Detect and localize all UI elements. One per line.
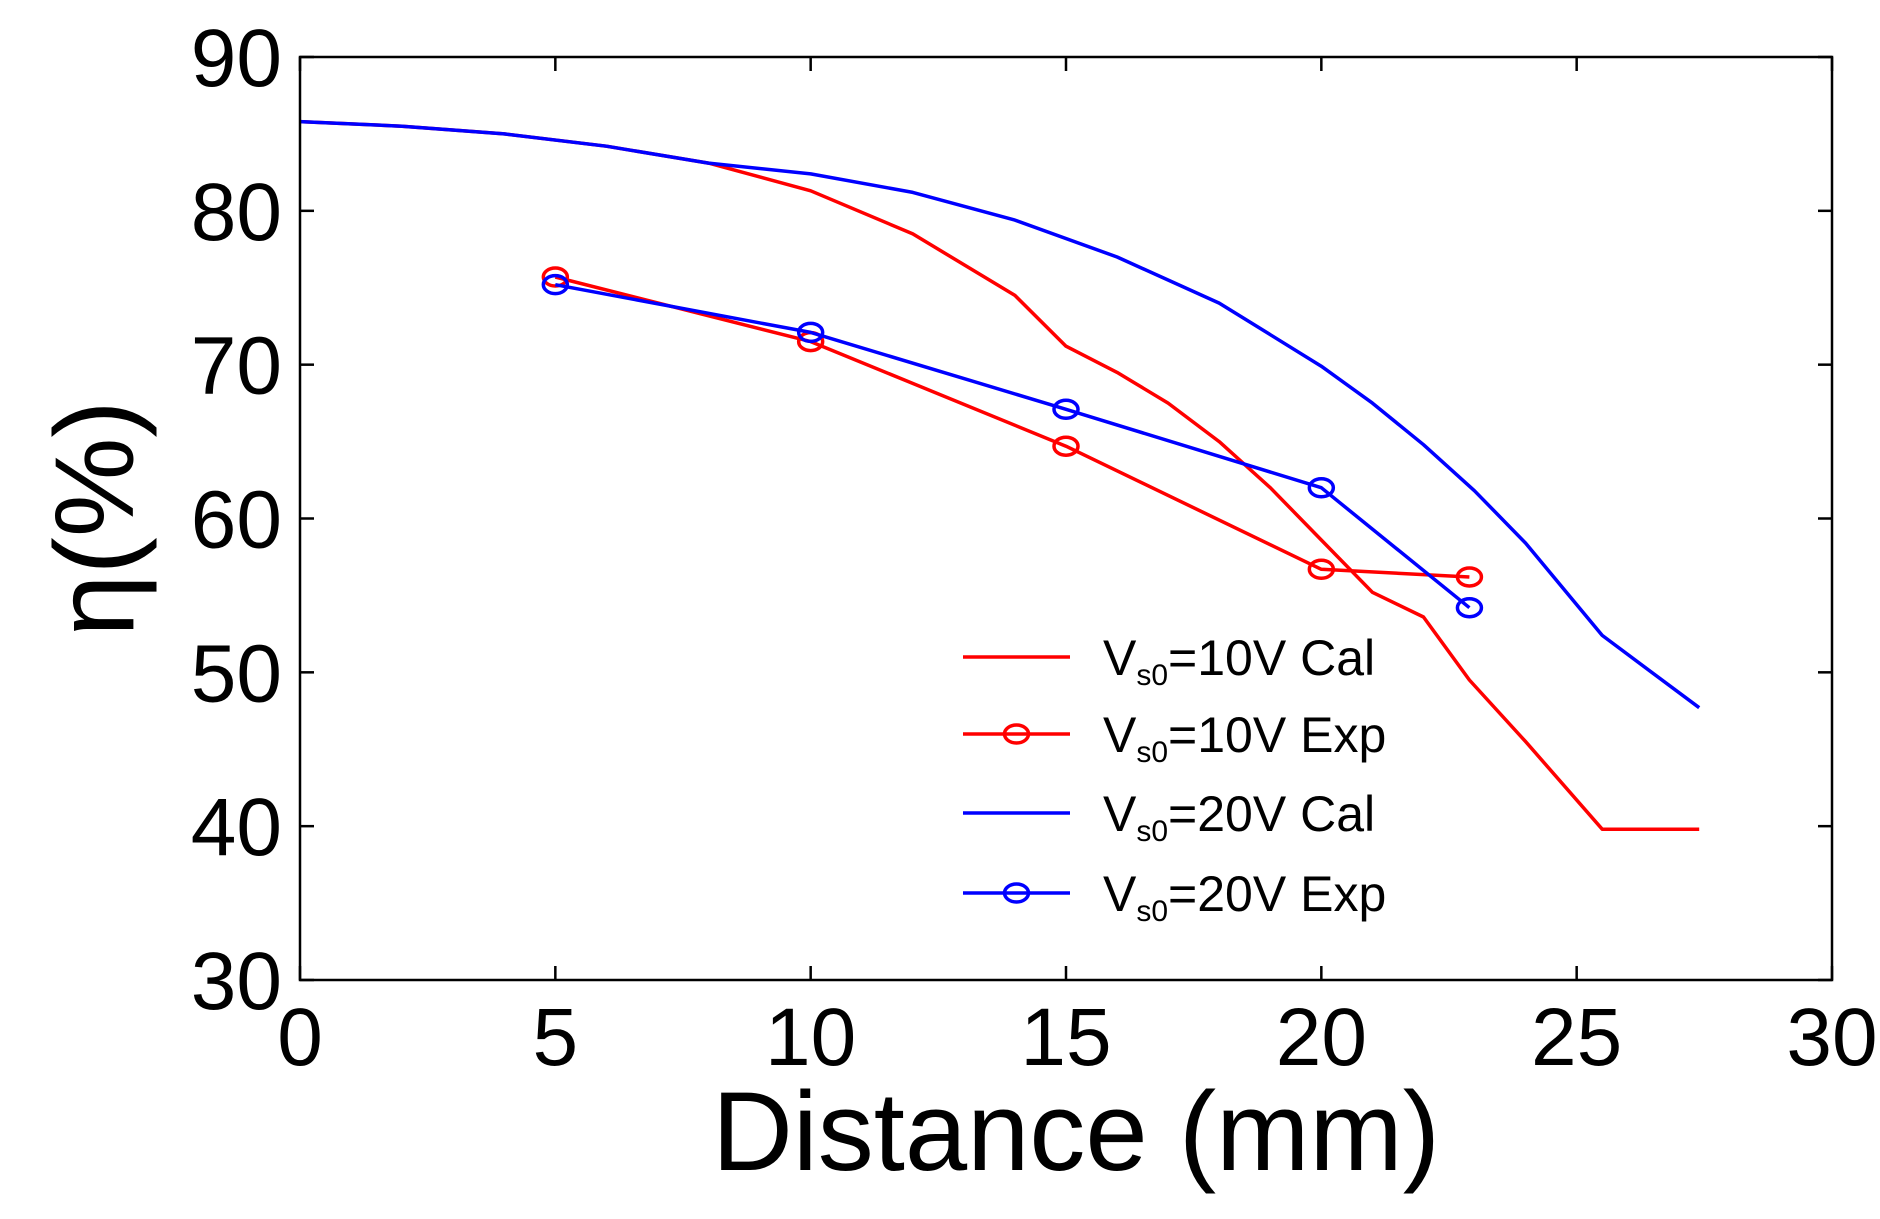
series-layer bbox=[299, 119, 1701, 831]
series-line-vs0-20v-exp bbox=[554, 282, 1471, 610]
legend-marker-vs0-20v-exp bbox=[1002, 882, 1031, 904]
ticks-layer: 0 5 10 15 20 25 30 30 40 50 60 70 80 90 bbox=[191, 13, 1878, 1083]
data-point-vs0-20v-exp bbox=[796, 321, 825, 344]
y-tick-label: 30 bbox=[191, 936, 282, 1027]
data-point-vs0-20v-exp bbox=[1455, 596, 1484, 619]
y-tick-label: 40 bbox=[191, 782, 282, 873]
plot-frame bbox=[298, 55, 1834, 982]
data-point-vs0-20v-exp bbox=[1307, 476, 1336, 499]
legend: Vs0=10V Cal Vs0=10V Exp Vs0=20V Cal Vs0=20V… bbox=[963, 630, 1386, 928]
x-tick-label: 25 bbox=[1531, 992, 1622, 1083]
data-point-vs0-10v-exp bbox=[1307, 558, 1336, 581]
data-point-vs0-10v-exp bbox=[1455, 566, 1484, 588]
x-tick-label: 0 bbox=[277, 992, 323, 1083]
series-line-vs0-10v-exp bbox=[554, 275, 1470, 579]
x-axis-title: Distance (mm) bbox=[712, 1069, 1440, 1194]
x-tick-label: 30 bbox=[1786, 992, 1877, 1083]
x-tick-label: 10 bbox=[765, 992, 856, 1083]
legend-label-vs0-20v-exp: Vs0=20V Exp bbox=[1103, 866, 1386, 928]
y-tick-label: 70 bbox=[191, 321, 282, 412]
data-point-vs0-20v-exp bbox=[1052, 398, 1080, 421]
data-point-vs0-20v-exp bbox=[541, 273, 570, 296]
legend-marker-vs0-10v-exp bbox=[1002, 723, 1031, 745]
y-tick-label: 90 bbox=[191, 13, 282, 104]
y-axis-title: η(%) bbox=[32, 400, 157, 636]
y-tick-label: 60 bbox=[191, 475, 282, 566]
series-line-vs0-10v-cal bbox=[299, 119, 1700, 831]
y-tick-label: 50 bbox=[191, 628, 282, 719]
x-tick-label: 20 bbox=[1276, 992, 1367, 1083]
legend-label-vs0-20v-cal: Vs0=20V Cal bbox=[1103, 786, 1375, 848]
data-point-vs0-10v-exp bbox=[1052, 435, 1080, 457]
legend-label-vs0-10v-exp: Vs0=10V Exp bbox=[1103, 707, 1386, 769]
series-line-vs0-20v-cal bbox=[299, 119, 1701, 710]
x-tick-label: 5 bbox=[533, 992, 579, 1083]
legend-label-vs0-10v-cal: Vs0=10V Cal bbox=[1103, 630, 1375, 692]
x-tick-label: 15 bbox=[1020, 992, 1111, 1083]
y-tick-label: 80 bbox=[191, 167, 282, 258]
